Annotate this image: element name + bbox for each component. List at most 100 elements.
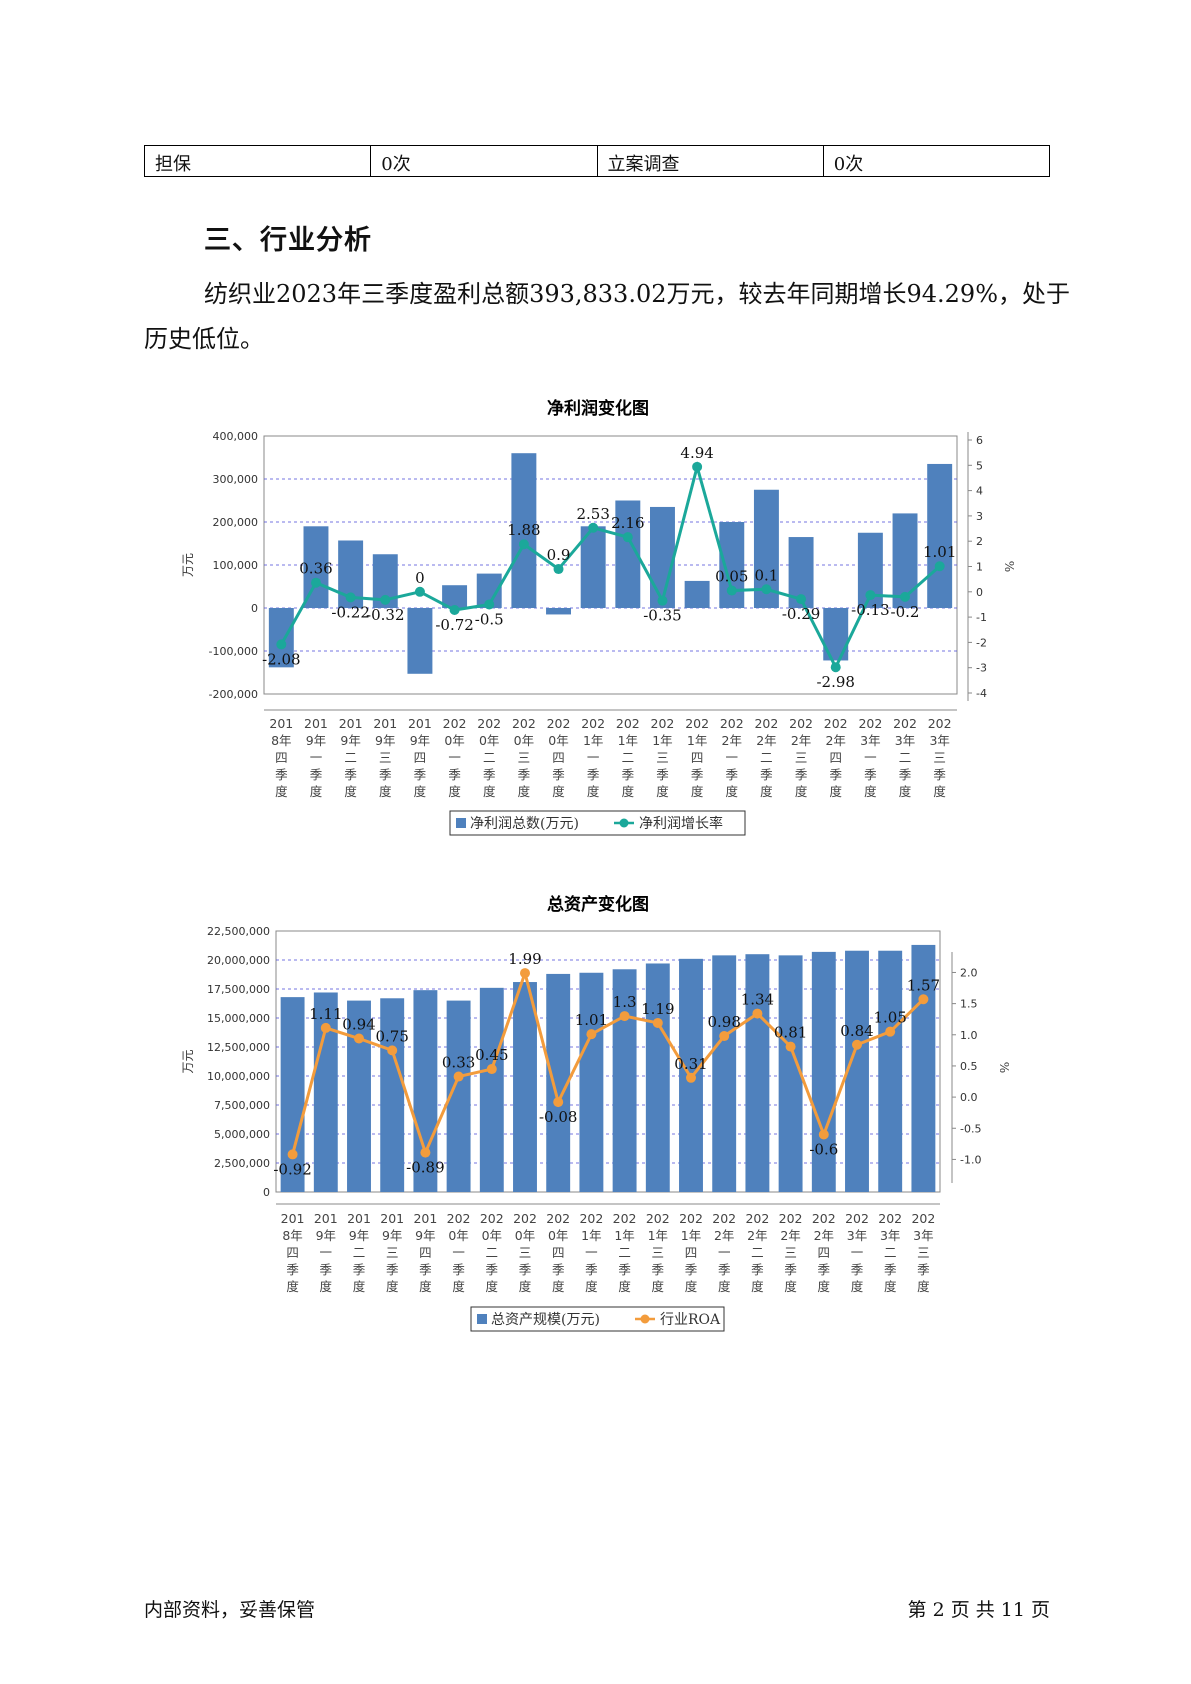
svg-text:度: 度: [518, 784, 531, 799]
line-point: [900, 591, 911, 602]
svg-text:度: 度: [552, 784, 565, 799]
svg-text:度: 度: [851, 1279, 864, 1294]
y-tick-label: 0: [263, 1186, 270, 1199]
svg-text:202: 202: [547, 716, 571, 731]
svg-text:202: 202: [812, 1211, 836, 1226]
svg-text:201: 201: [380, 1211, 404, 1226]
y2-tick-label: 1: [976, 561, 983, 574]
svg-text:季: 季: [344, 767, 357, 782]
y2-tick-label: 1.0: [960, 1029, 978, 1042]
svg-text:202: 202: [911, 1211, 935, 1226]
bar: [645, 963, 670, 1192]
y2-tick-label: 3: [976, 510, 983, 523]
svg-text:二: 二: [899, 750, 912, 765]
svg-text:0年: 0年: [515, 1228, 535, 1243]
svg-text:四: 四: [419, 1245, 432, 1260]
svg-text:季: 季: [718, 1262, 731, 1277]
svg-text:201: 201: [339, 716, 363, 731]
svg-text:一: 一: [587, 750, 600, 765]
svg-text:1年: 1年: [648, 1228, 668, 1243]
data-label: -0.29: [782, 605, 820, 623]
bar: [845, 950, 869, 1192]
svg-text:三: 三: [652, 1245, 665, 1260]
y-tick-label: -200,000: [209, 688, 258, 701]
svg-text:季: 季: [917, 1262, 930, 1277]
svg-text:202: 202: [878, 1211, 902, 1226]
line-point: [918, 994, 929, 1005]
svg-text:季: 季: [275, 767, 288, 782]
svg-text:一: 一: [320, 1245, 333, 1260]
svg-text:季: 季: [829, 767, 842, 782]
svg-text:2年: 2年: [780, 1228, 800, 1243]
svg-text:三: 三: [518, 750, 531, 765]
table-row: 担保 0次 立案调查 0次: [143, 145, 1051, 177]
line-point: [354, 1033, 364, 1044]
line-point: [345, 592, 356, 603]
line-point: [818, 1129, 829, 1140]
svg-text:一: 一: [726, 750, 739, 765]
y-tick-label: 2,500,000: [214, 1157, 270, 1170]
svg-text:9年: 9年: [415, 1228, 435, 1243]
svg-text:201: 201: [314, 1211, 338, 1226]
line-point: [310, 577, 321, 588]
svg-text:202: 202: [779, 1211, 803, 1226]
legend-box: [449, 810, 746, 836]
svg-text:季: 季: [691, 767, 704, 782]
svg-text:度: 度: [552, 1279, 565, 1294]
svg-text:9年: 9年: [340, 733, 360, 748]
svg-text:季: 季: [652, 1262, 665, 1277]
svg-text:季: 季: [414, 767, 427, 782]
svg-text:季: 季: [618, 1262, 631, 1277]
data-label: 0.84: [840, 1022, 873, 1040]
svg-text:202: 202: [443, 716, 467, 731]
svg-text:2年: 2年: [814, 1228, 834, 1243]
line-point: [652, 1017, 663, 1028]
info-table: 担保 0次 立案调查 0次: [143, 145, 1051, 177]
y-tick-label: 20,000,000: [207, 954, 270, 967]
line-point: [486, 1064, 497, 1075]
svg-text:度: 度: [448, 784, 461, 799]
y2-tick-label: -1: [976, 611, 987, 624]
svg-text:202: 202: [745, 1211, 769, 1226]
bar: [878, 950, 903, 1192]
legend-line-marker: [619, 818, 629, 828]
svg-text:202: 202: [685, 716, 709, 731]
svg-text:二: 二: [483, 750, 496, 765]
line-point: [387, 1045, 398, 1056]
series-line: [291, 967, 925, 1157]
line-point: [518, 539, 529, 550]
svg-text:9年: 9年: [316, 1228, 336, 1243]
svg-text:度: 度: [483, 784, 496, 799]
data-label: 0.31: [674, 1055, 707, 1073]
data-label: -0.08: [539, 1108, 577, 1126]
svg-text:202: 202: [613, 1211, 637, 1226]
y-axis-label: 万元: [181, 553, 195, 577]
svg-text:1年: 1年: [687, 733, 707, 748]
svg-text:202: 202: [893, 716, 917, 731]
svg-text:202: 202: [480, 1211, 504, 1226]
line-point: [752, 1008, 763, 1019]
svg-text:2年: 2年: [756, 733, 776, 748]
svg-text:0年: 0年: [444, 733, 464, 748]
svg-text:2年: 2年: [825, 733, 845, 748]
svg-text:季: 季: [884, 1262, 897, 1277]
bar: [268, 608, 294, 668]
svg-text:三: 三: [933, 750, 946, 765]
y2-tick-label: 0.5: [960, 1060, 978, 1073]
data-label: -0.2: [891, 603, 920, 621]
svg-text:二: 二: [622, 750, 635, 765]
data-label: -0.6: [809, 1140, 838, 1158]
